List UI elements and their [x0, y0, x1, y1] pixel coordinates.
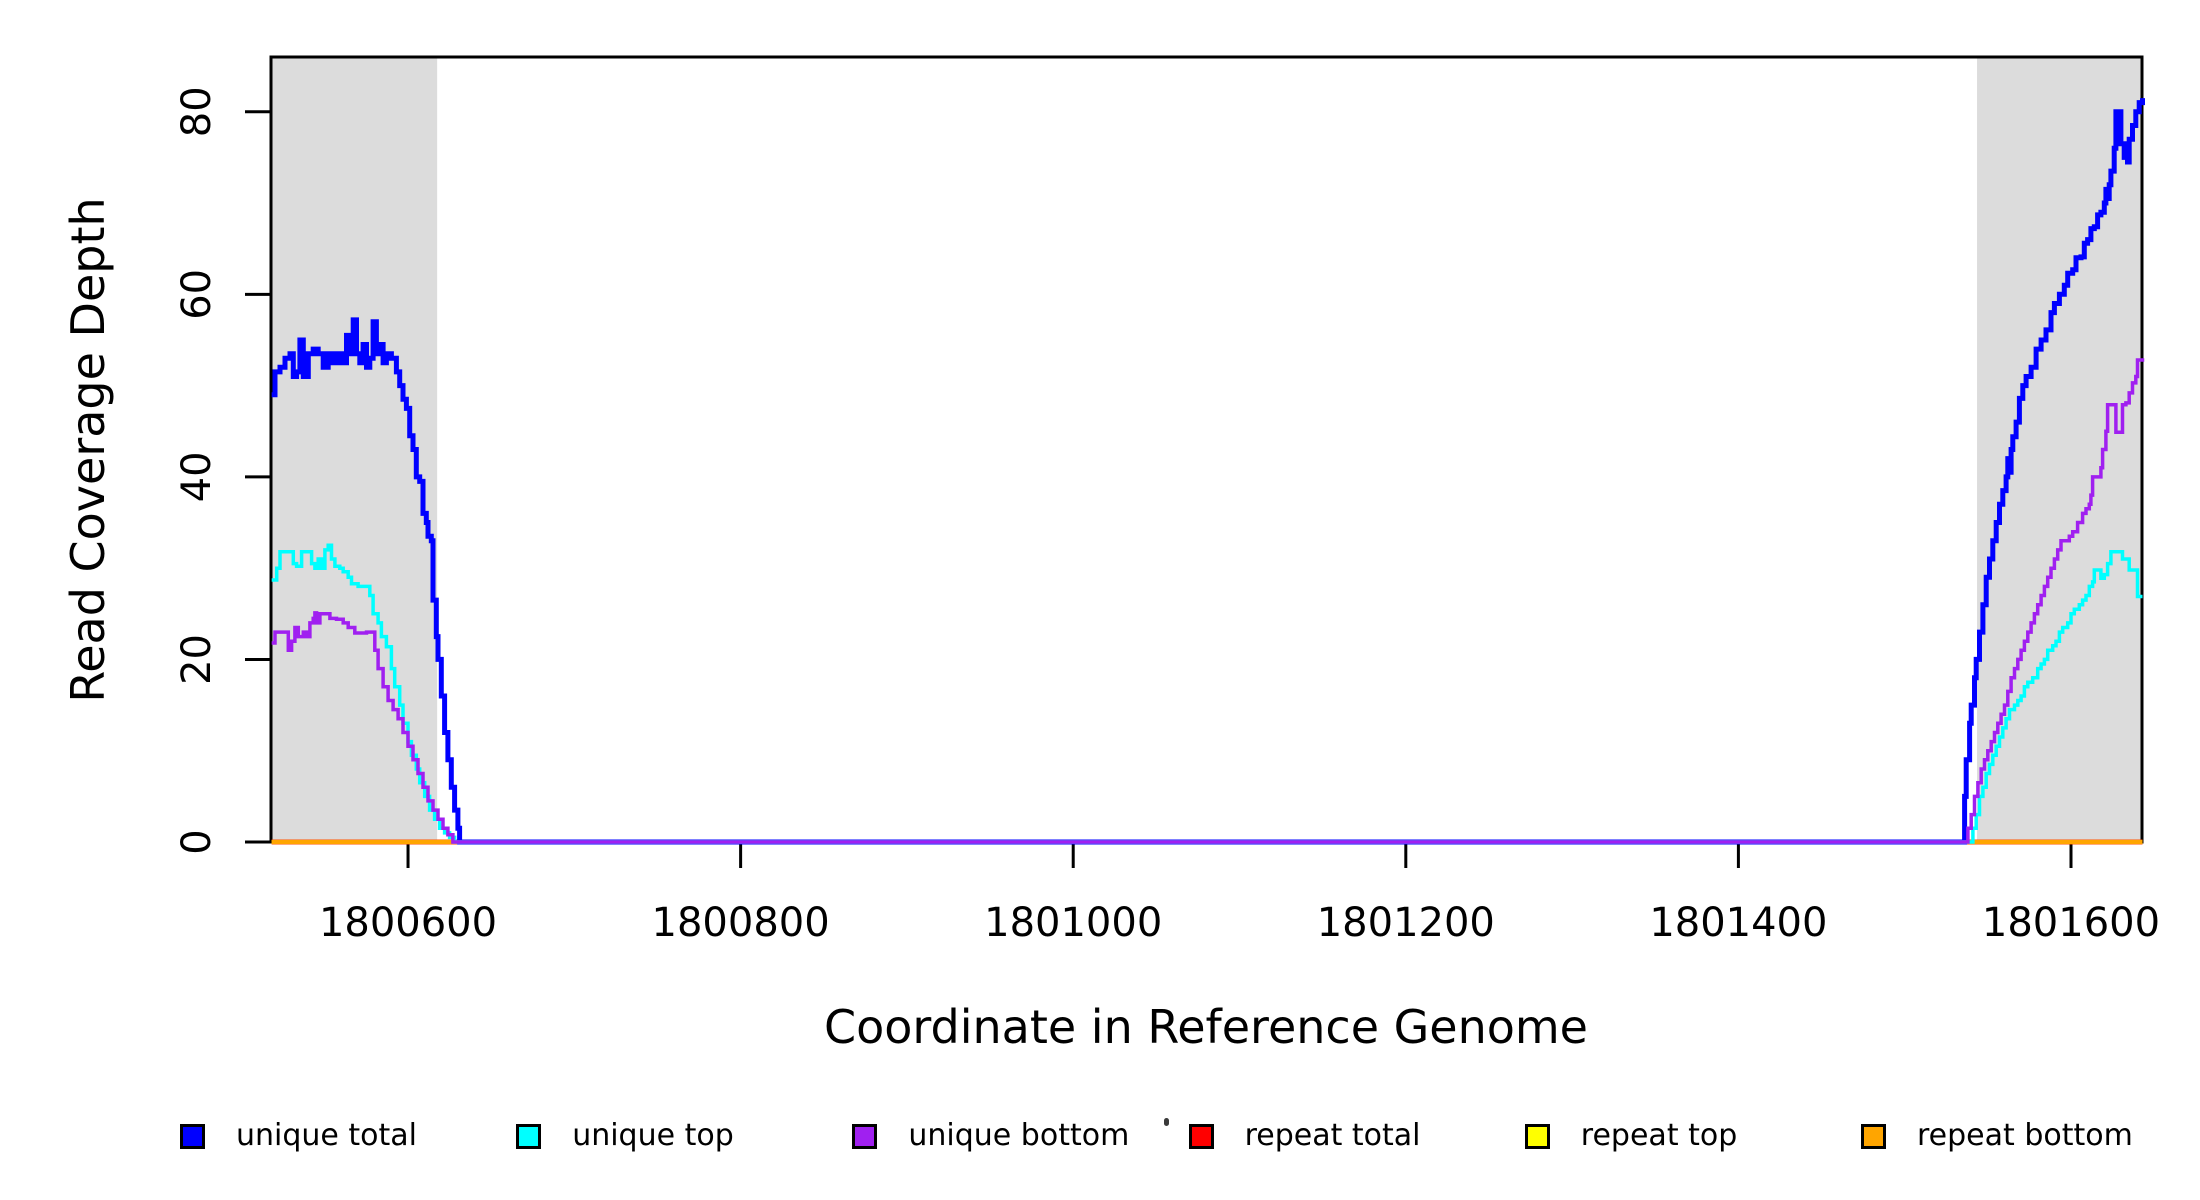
y-tick-label: 60 [174, 269, 220, 320]
y-tick-label: 80 [174, 86, 220, 137]
x-tick-label: 1801600 [1982, 900, 2160, 946]
x-tick-label: 1801400 [1649, 900, 1827, 946]
y-tick-label: 20 [174, 634, 220, 685]
x-tick-label: 1800800 [652, 900, 830, 946]
x-tick-label: 1801200 [1317, 900, 1495, 946]
stray-dot-artifact [1164, 1118, 1169, 1126]
x-tick-label: 1801000 [984, 900, 1162, 946]
y-tick-label: 0 [174, 829, 220, 854]
x-tick-label: 1800600 [319, 900, 497, 946]
repeat-region-shade-left [271, 57, 438, 842]
plot-box [269, 55, 2144, 844]
series-unique-total [271, 98, 2145, 845]
x-axis-title: Coordinate in Reference Genome [824, 1000, 1588, 1054]
y-tick-label: 40 [174, 451, 220, 502]
y-axis-title: Read Coverage Depth [61, 197, 115, 703]
series-unique-top [271, 543, 2143, 844]
series-unique-bottom [271, 358, 2145, 844]
